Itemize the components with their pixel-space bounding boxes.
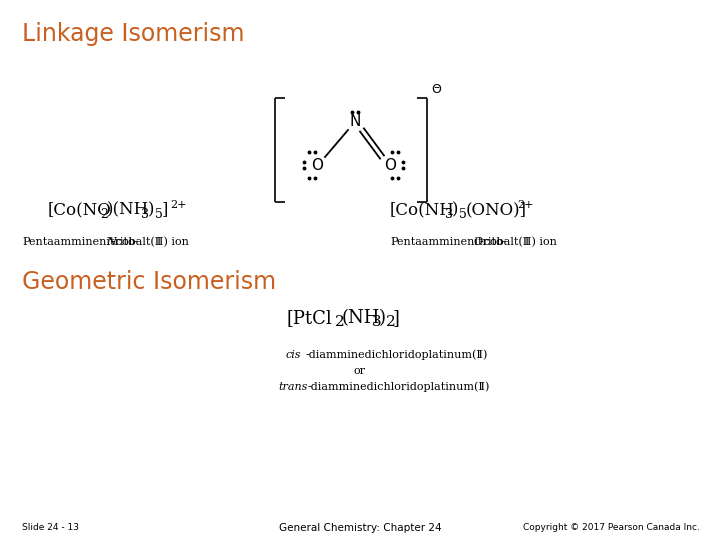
Text: Geometric Isomerism: Geometric Isomerism: [22, 270, 276, 294]
Text: ]: ]: [393, 309, 400, 327]
Text: Linkage Isomerism: Linkage Isomerism: [22, 22, 245, 46]
Text: General Chemistry: Chapter 24: General Chemistry: Chapter 24: [279, 523, 441, 533]
Text: O: O: [311, 158, 323, 172]
Text: Copyright © 2017 Pearson Canada Inc.: Copyright © 2017 Pearson Canada Inc.: [523, 523, 700, 532]
Text: (ONO)]: (ONO)]: [466, 201, 527, 219]
Text: N: N: [349, 114, 361, 130]
Text: N: N: [106, 237, 116, 247]
Text: 5: 5: [155, 207, 163, 220]
Text: Pentaamminenitrito-: Pentaamminenitrito-: [390, 237, 506, 247]
Text: -cobalt(Ⅲ) ion: -cobalt(Ⅲ) ion: [112, 237, 189, 247]
Text: ]: ]: [162, 201, 168, 219]
Text: 3: 3: [445, 207, 453, 220]
Text: Θ: Θ: [431, 83, 441, 96]
Text: -diamminedichloridoplatinum(Ⅱ): -diamminedichloridoplatinum(Ⅱ): [308, 382, 490, 392]
Text: 3: 3: [372, 315, 382, 329]
Text: 2: 2: [386, 315, 396, 329]
Text: 2: 2: [100, 207, 108, 220]
Text: ): ): [452, 201, 459, 219]
Text: 2+: 2+: [517, 200, 534, 210]
Text: Pentaamminenitrito-: Pentaamminenitrito-: [22, 237, 138, 247]
Text: O: O: [384, 158, 396, 172]
Text: Slide 24 - 13: Slide 24 - 13: [22, 523, 79, 532]
Text: -diamminedichloridoplatinum(Ⅱ): -diamminedichloridoplatinum(Ⅱ): [306, 350, 488, 360]
Text: trans: trans: [278, 382, 307, 392]
Text: ): ): [148, 201, 155, 219]
Text: (NH: (NH: [342, 309, 380, 327]
Text: 2: 2: [335, 315, 345, 329]
Text: 3: 3: [141, 207, 149, 220]
Text: 5: 5: [459, 207, 467, 220]
Text: [Co(NO: [Co(NO: [48, 201, 112, 219]
Text: )(NH: )(NH: [107, 201, 149, 219]
Text: cis: cis: [286, 350, 302, 360]
Text: 2+: 2+: [170, 200, 186, 210]
Text: ): ): [379, 309, 386, 327]
Text: O: O: [474, 237, 483, 247]
Text: [Co(NH: [Co(NH: [390, 201, 455, 219]
Text: -cobalt(Ⅲ) ion: -cobalt(Ⅲ) ion: [480, 237, 557, 247]
Text: or: or: [354, 366, 366, 376]
Text: [PtCl: [PtCl: [287, 309, 333, 327]
